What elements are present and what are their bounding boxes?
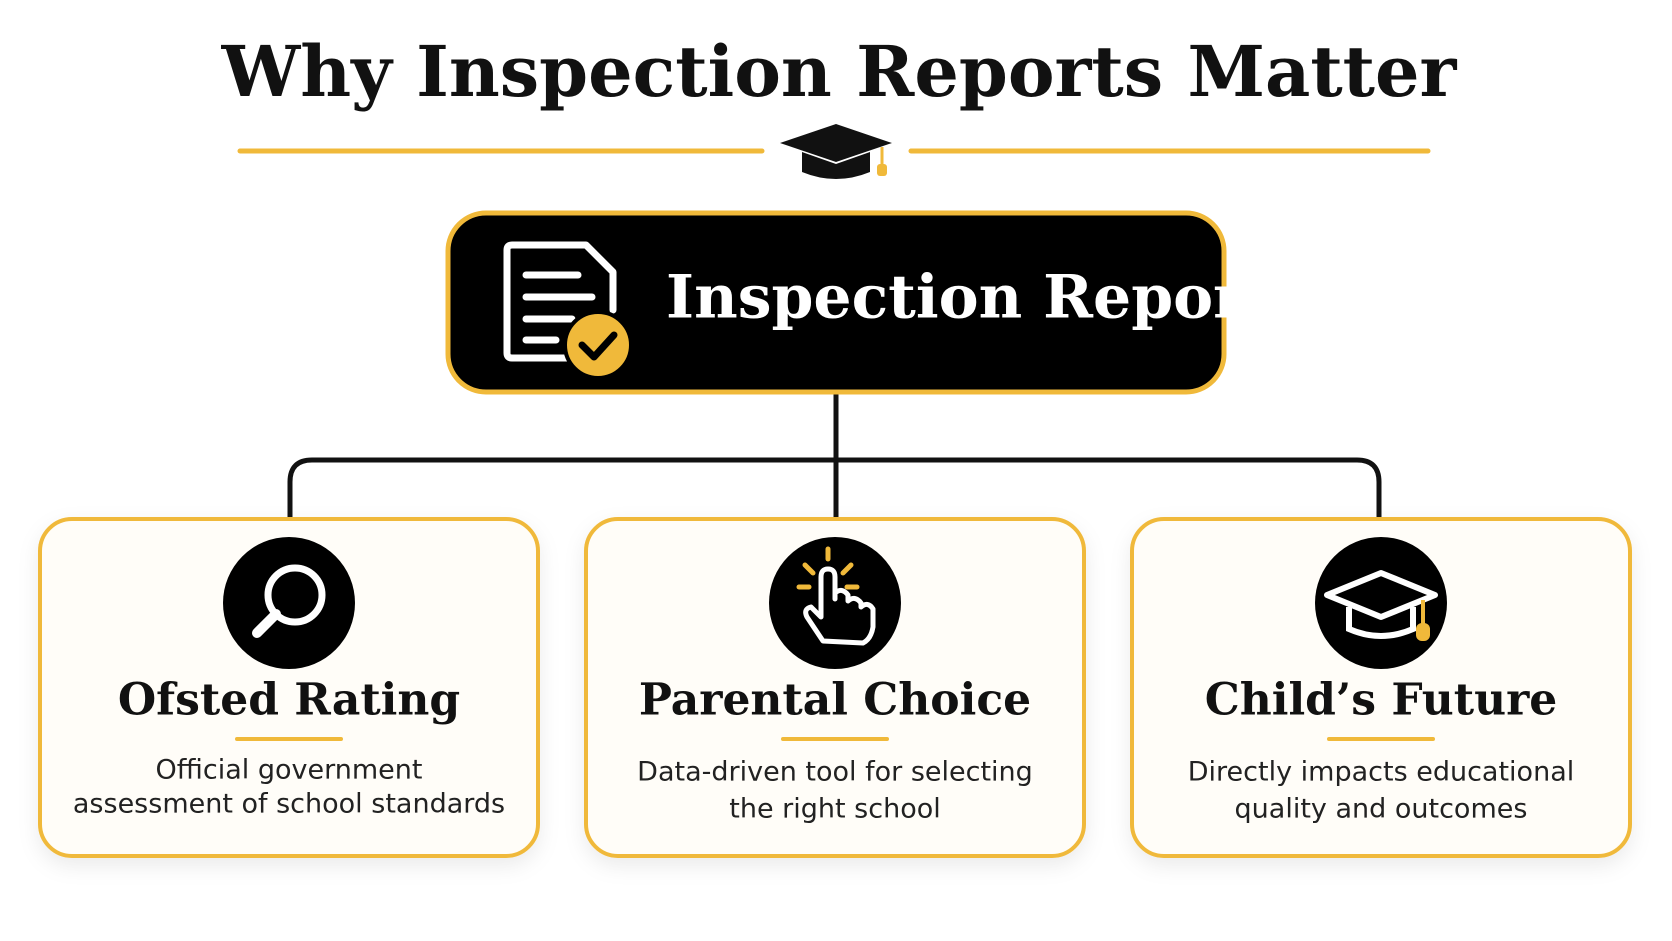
- card-description: the right school: [729, 794, 940, 825]
- cap-top: [1324, 570, 1438, 620]
- spark: [840, 562, 854, 576]
- card-description: Official government: [156, 755, 423, 786]
- document-icon: [503, 241, 633, 380]
- spark: [802, 562, 816, 576]
- title: Why Inspection Reports Matter: [221, 30, 1458, 113]
- root-label: Inspection Report: [666, 263, 1273, 333]
- connectors: [287, 392, 1382, 519]
- card-box: [38, 517, 540, 858]
- card: Ofsted Rating Official governmentassessme…: [38, 517, 540, 858]
- cap-base: [1346, 607, 1416, 639]
- card-box: [1130, 517, 1632, 858]
- pointer-hand: [803, 566, 876, 646]
- card-title: Child’s Future: [1205, 675, 1558, 726]
- icon-circle: [1315, 537, 1447, 669]
- magnifier-handle: [252, 609, 281, 638]
- card: Parental Choice Data-driven tool for sele…: [584, 517, 1086, 858]
- magnifier-lens: [264, 564, 326, 626]
- card-title: Parental Choice: [639, 675, 1031, 726]
- card-description: Directly impacts educational: [1188, 757, 1575, 788]
- root-box: [445, 210, 1227, 395]
- icon-circle: [769, 537, 901, 669]
- card-description: assessment of school standards: [73, 789, 505, 820]
- tassel: [1416, 623, 1430, 641]
- card-title: Ofsted Rating: [118, 675, 460, 726]
- cards: Ofsted Rating Official governmentassessme…: [38, 517, 1632, 858]
- card-description: quality and outcomes: [1235, 794, 1528, 825]
- icon-circle: [223, 537, 355, 669]
- card: Child’s Future Directly impacts education…: [1130, 517, 1632, 858]
- card-description: Data-driven tool for selecting: [637, 757, 1033, 788]
- cap-icon: [780, 124, 892, 179]
- card-box: [584, 517, 1086, 858]
